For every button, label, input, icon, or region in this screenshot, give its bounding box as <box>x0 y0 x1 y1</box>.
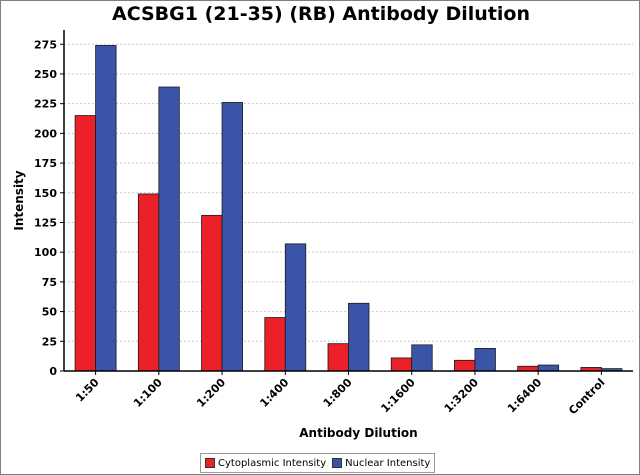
x-axis-label: Antibody Dilution <box>299 426 417 440</box>
x-tick-label: 1:400 <box>257 376 291 410</box>
x-tick-label: 1:800 <box>321 376 355 410</box>
y-tick-label: 100 <box>34 246 57 259</box>
bar-nuclear <box>95 45 117 372</box>
y-axis-ticks: 0 25 50 75 100 125 150 175 200 225 250 275 <box>34 38 64 378</box>
bar-nuclear <box>221 102 243 372</box>
legend-swatch <box>332 458 343 468</box>
bar-nuclear <box>158 86 180 372</box>
y-tick-label: 75 <box>42 276 57 289</box>
legend-label: Cytoplasmic Intensity <box>218 457 327 469</box>
y-tick-label: 200 <box>34 127 57 140</box>
y-tick-label: 125 <box>34 216 57 229</box>
x-tick-label: 1:3200 <box>442 376 482 416</box>
legend-swatch <box>205 458 215 468</box>
x-axis-ticks: 1:50 1:100 1:200 1:400 1:800 1:1600 1:3200 1:64… <box>73 371 608 417</box>
y-tick-label: 0 <box>49 365 57 378</box>
chart-title: ACSBG1 (21-35) (RB) Antibody Dilution <box>111 3 531 25</box>
bars <box>74 45 623 372</box>
legend-item: Cytoplasmic Intensity <box>205 458 326 469</box>
legend-item: Nuclear Intensity <box>332 458 430 469</box>
bar-nuclear <box>474 348 496 372</box>
bar-cytoplasmic <box>201 214 223 372</box>
bar-cytoplasmic <box>264 317 286 372</box>
bar-nuclear <box>348 302 370 372</box>
y-tick-label: 225 <box>34 98 57 111</box>
bar-cytoplasmic <box>454 359 476 372</box>
x-tick-label: 1:6400 <box>505 376 545 416</box>
y-tick-label: 250 <box>34 68 57 81</box>
y-tick-label: 150 <box>34 187 57 200</box>
x-tick-label: 1:50 <box>73 376 102 405</box>
bar-nuclear <box>411 344 433 372</box>
x-tick-label: 1:100 <box>131 376 165 410</box>
bar-cytoplasmic <box>137 193 160 372</box>
x-tick-label: 1:1600 <box>378 376 418 416</box>
bar-cytoplasmic <box>327 343 349 372</box>
y-tick-label: 50 <box>42 306 58 319</box>
y-tick-label: 275 <box>34 38 57 51</box>
bar-cytoplasmic <box>74 115 97 372</box>
y-tick-label: 25 <box>42 335 57 348</box>
legend: Cytoplasmic Intensity Nuclear Intensity <box>200 453 436 473</box>
bar-cytoplasmic <box>390 357 413 372</box>
bar-nuclear <box>537 364 560 372</box>
y-tick-label: 175 <box>34 157 57 170</box>
x-tick-label: Control <box>566 376 607 417</box>
legend-label: Nuclear Intensity <box>345 457 431 469</box>
bar-nuclear <box>284 243 307 372</box>
y-axis-label: Intensity <box>12 170 26 230</box>
x-tick-label: 1:200 <box>194 376 228 410</box>
